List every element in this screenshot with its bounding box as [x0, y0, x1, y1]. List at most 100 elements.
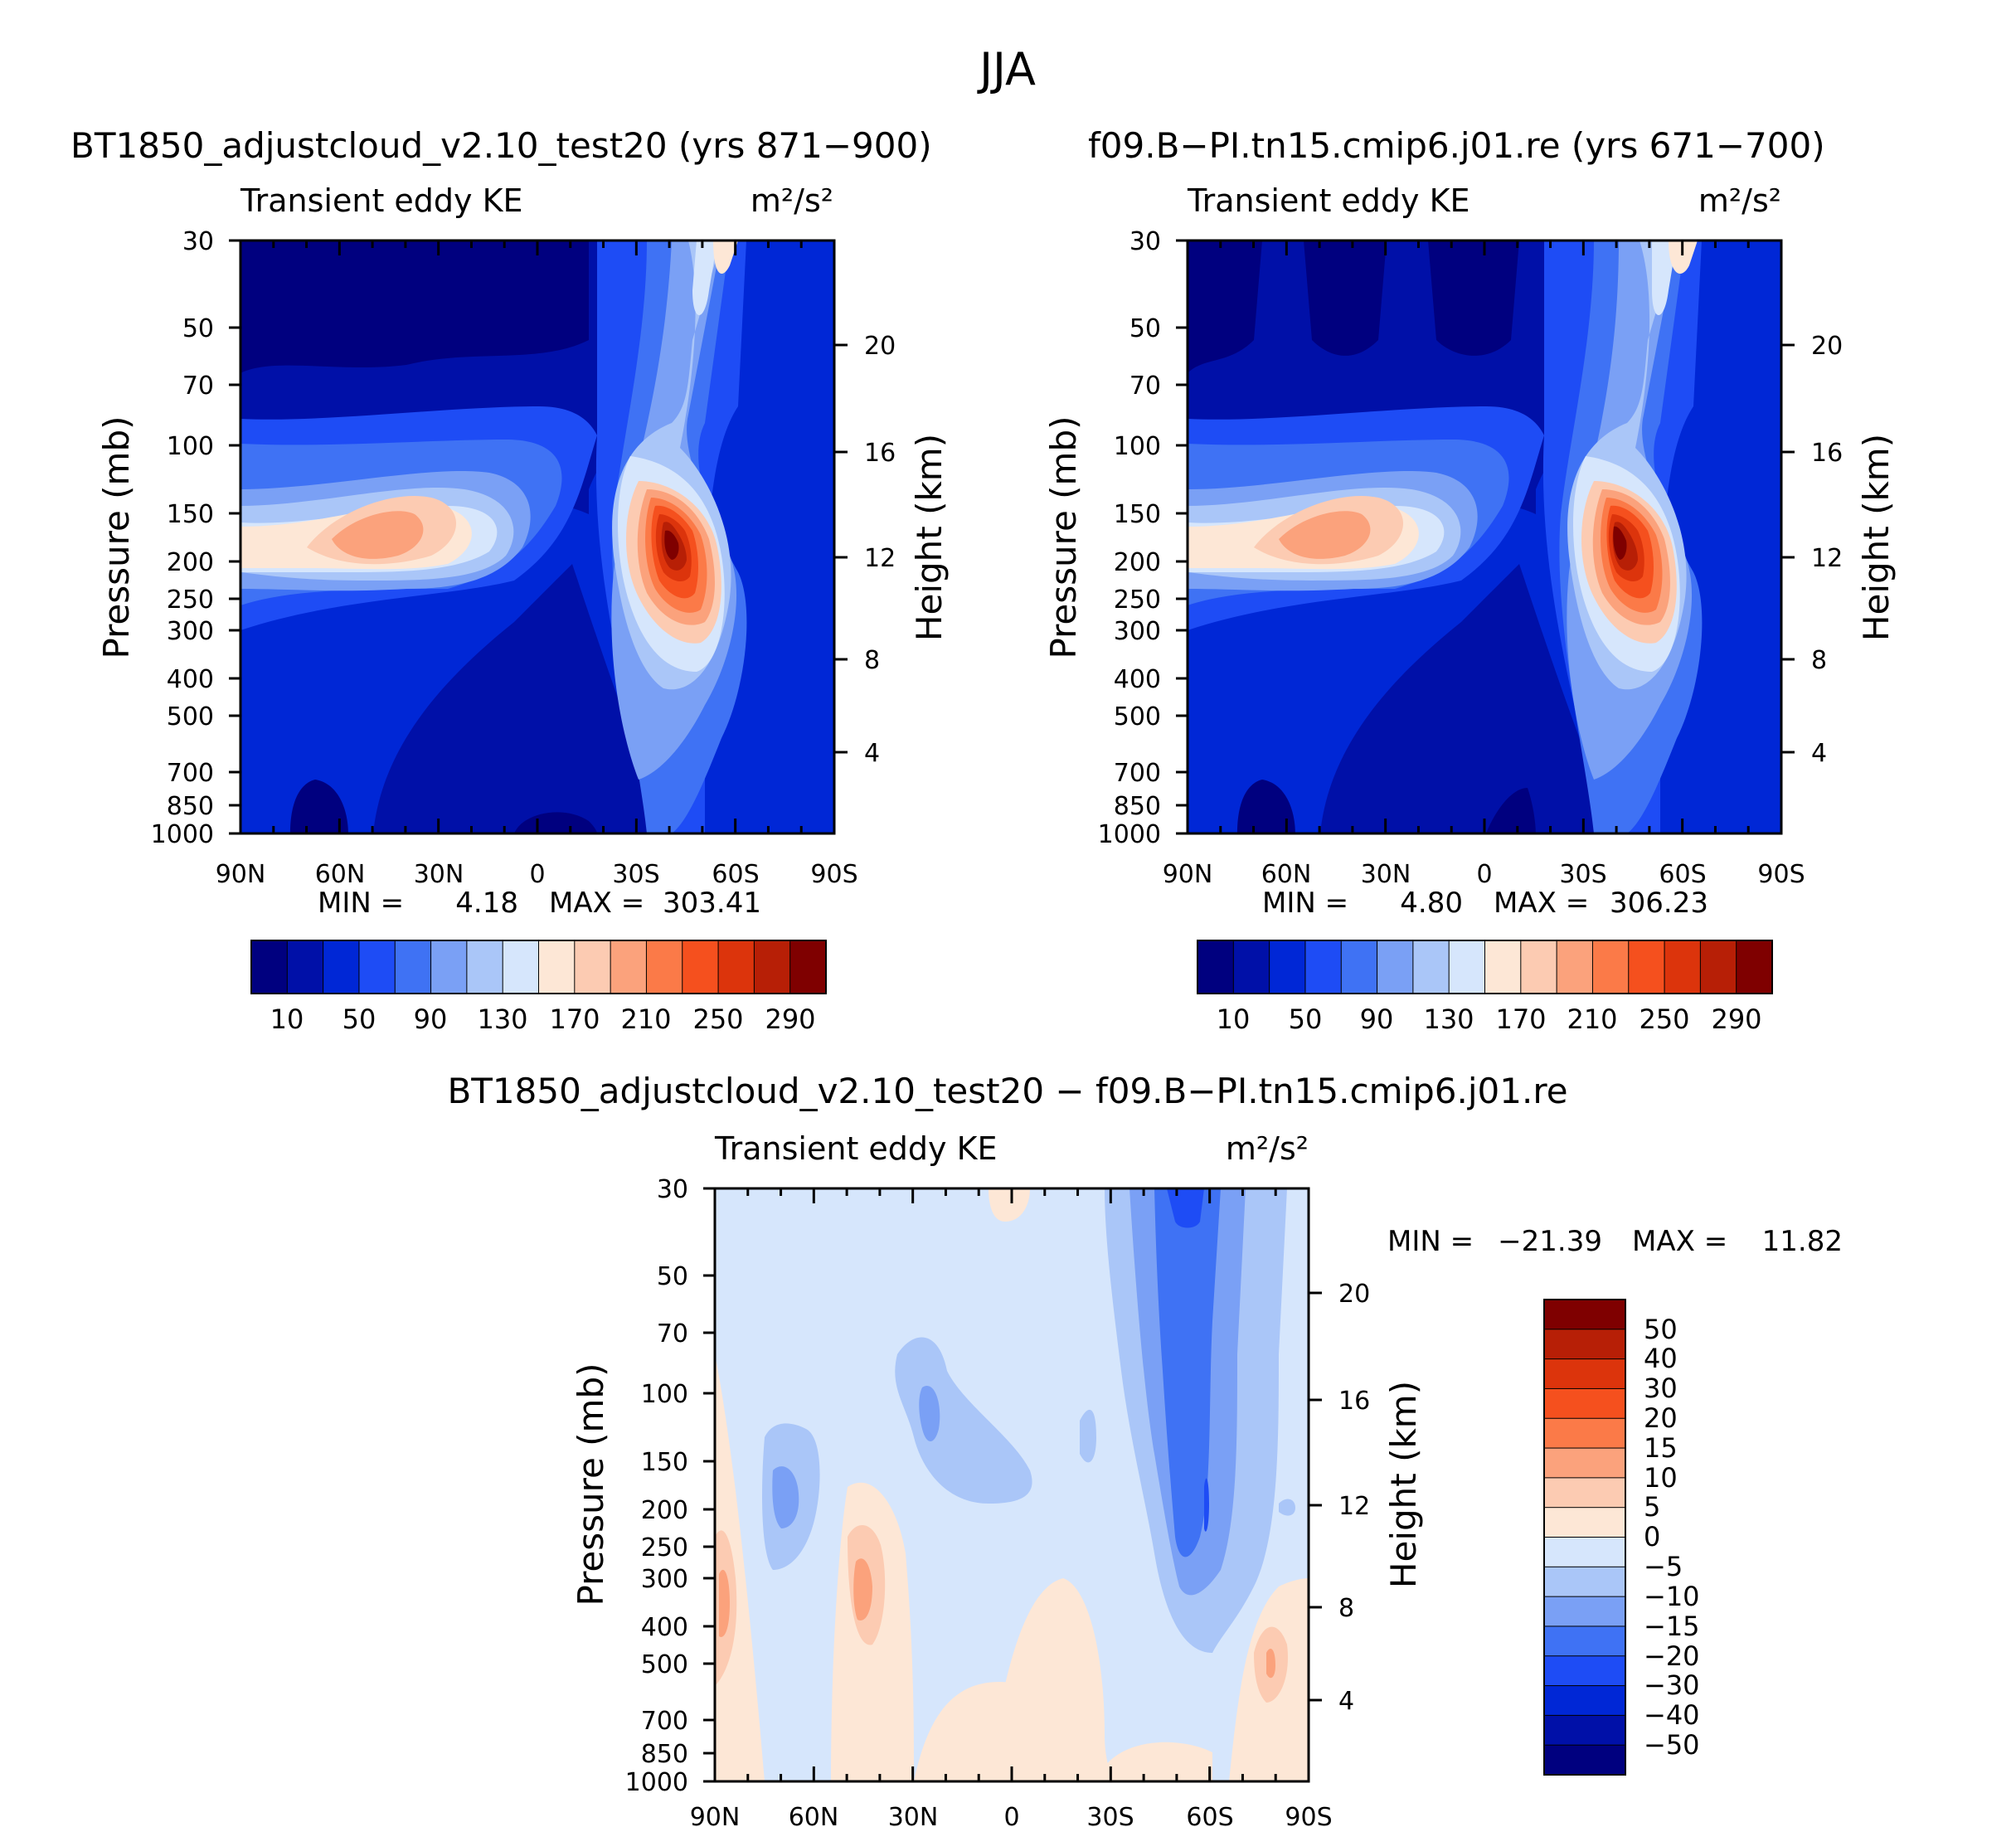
colorbar-swatch — [1543, 1655, 1626, 1687]
colorbar-swatch — [394, 940, 432, 994]
x-tick-label: 90N — [690, 1803, 741, 1827]
colorbar-label: 210 — [620, 1003, 671, 1035]
colorbar-swatch — [250, 940, 289, 994]
contour-level-0 — [240, 241, 589, 373]
max-label: MAX = — [1494, 887, 1589, 920]
colorbar-swatch — [430, 940, 468, 994]
y2-tick-label: 4 — [1338, 1687, 1354, 1716]
x-tick-label: 60N — [315, 860, 366, 889]
panel-right-subtitle: Transient eddy KE — [1187, 182, 1470, 219]
colorbar-swatch — [1448, 940, 1486, 994]
x-tick-label: 60S — [1659, 860, 1706, 889]
y-axis: 30 50 70 100 150 200 250 300 400 500 700… — [571, 1175, 688, 1797]
x-tick-label: 90S — [1285, 1803, 1332, 1827]
colorbar-swatch — [645, 940, 683, 994]
y-tick-label: 50 — [182, 314, 214, 343]
colorbar-swatch — [1543, 1625, 1626, 1657]
panel-diff: BT1850_adjustcloud_v2.10_test20 − f09.B−… — [447, 1071, 1843, 1827]
contour-level-190 — [332, 489, 715, 625]
colorbar-swatch — [1543, 1744, 1626, 1776]
colorbar-label: 10 — [270, 1003, 304, 1035]
colorbar-swatch — [753, 940, 791, 994]
y-tick-label: 1000 — [625, 1768, 688, 1797]
colorbar-swatch — [1197, 940, 1235, 994]
y-tick-label: 70 — [1129, 372, 1161, 401]
x-tick-label: 60N — [789, 1803, 839, 1827]
y2-tick-label: 4 — [1811, 739, 1827, 768]
colorbar-label: −15 — [1644, 1611, 1700, 1642]
y-tick-label: 200 — [641, 1496, 688, 1525]
x-tick-label: 90N — [1163, 860, 1213, 889]
y-tick-label: 30 — [1129, 227, 1161, 256]
panel-left: BT1850_adjustcloud_v2.10_test20 (yrs 871… — [70, 125, 950, 1035]
y-tick-label: 400 — [641, 1613, 688, 1642]
colorbar-swatch — [1543, 1329, 1626, 1360]
colorbar-swatch — [1543, 1358, 1626, 1390]
y2-tick-label: 12 — [864, 544, 896, 573]
contour-level-290 — [1613, 526, 1627, 560]
panel-diff-title: BT1850_adjustcloud_v2.10_test20 − f09.B−… — [447, 1071, 1567, 1111]
colorbar-swatch — [1543, 1507, 1626, 1538]
y2-tick-label: 4 — [864, 739, 880, 768]
y-axis-label: Pressure (mb) — [1043, 415, 1084, 658]
contour-level-0 — [1188, 241, 1519, 373]
colorbar-label: 50 — [342, 1003, 376, 1035]
min-max-readout: MIN = −21.39 MAX = 11.82 — [1387, 1225, 1843, 1258]
x-tick-label: 30S — [612, 860, 659, 889]
colorbar: 10 50 90 130 170 210 250 290 — [250, 940, 827, 1035]
colorbar-swatch — [1304, 940, 1343, 994]
y-tick-label: 200 — [167, 548, 214, 577]
colorbar-swatch — [286, 940, 324, 994]
y-tick-label: 1000 — [151, 820, 214, 849]
x-axis: 90N 60N 30N 0 30S 60S 90S — [1163, 860, 1805, 889]
y2-axis-label: Height (km) — [1383, 1381, 1424, 1588]
colorbar-swatch — [1543, 1566, 1626, 1598]
x-tick-label: 30N — [414, 860, 464, 889]
panel-right-title: f09.B−PI.tn15.cmip6.j01.re (yrs 671−700) — [1088, 125, 1825, 166]
colorbar-label: 250 — [692, 1003, 743, 1035]
colorbar-swatch — [717, 940, 755, 994]
y-tick-label: 700 — [641, 1707, 688, 1736]
y-tick-label: 30 — [182, 227, 214, 256]
colorbar-label: 250 — [1639, 1003, 1689, 1035]
max-value: 11.82 — [1762, 1225, 1843, 1258]
y-tick-label: 100 — [1114, 432, 1161, 461]
y-tick-label: 150 — [167, 500, 214, 529]
x-tick-label: 90S — [810, 860, 857, 889]
contour-level-pos-10 — [719, 1558, 1275, 1679]
contour-level-lowtrop-0 — [290, 780, 597, 833]
y-axis-label: Pressure (mb) — [571, 1363, 611, 1606]
max-value: 306.23 — [1610, 887, 1708, 920]
colorbar-label: 20 — [1644, 1402, 1678, 1434]
min-max-readout: MIN = 4.18 MAX = 303.41 — [318, 887, 761, 920]
axis-ticks — [229, 239, 848, 835]
y-tick-label: 200 — [1114, 548, 1161, 577]
colorbar-label: −10 — [1644, 1581, 1700, 1612]
y-tick-label: 1000 — [1098, 820, 1161, 849]
y-tick-label: 50 — [1129, 314, 1161, 343]
colorbar-label: 130 — [477, 1003, 527, 1035]
colorbar-label: 130 — [1423, 1003, 1474, 1035]
panel-diff-subtitle: Transient eddy KE — [714, 1130, 998, 1167]
colorbar-swatch — [1699, 940, 1737, 994]
colorbar-swatch — [1543, 1596, 1626, 1627]
colorbar-swatch — [1484, 940, 1522, 994]
colorbar-label: 30 — [1644, 1373, 1678, 1404]
colorbar-swatch — [1664, 940, 1702, 994]
colorbar-label: −50 — [1644, 1729, 1700, 1761]
colorbar-swatches — [1543, 1299, 1626, 1776]
colorbar-swatch — [1412, 940, 1450, 994]
y2-tick-label: 12 — [1811, 544, 1843, 573]
contour-level-neg-15 — [1154, 1188, 1221, 1557]
y2-tick-label: 16 — [864, 439, 896, 468]
plot-area — [1186, 239, 1783, 835]
colorbar-swatch — [1377, 940, 1414, 994]
min-value: −21.39 — [1498, 1225, 1602, 1258]
y-tick-label: 30 — [657, 1175, 688, 1204]
y-tick-label: 50 — [657, 1262, 688, 1291]
colorbar-label: 5 — [1644, 1491, 1660, 1523]
colorbar-swatch — [1591, 940, 1630, 994]
colorbar-swatch — [1340, 940, 1378, 994]
colorbar-swatch — [574, 940, 612, 994]
panel-right: f09.B−PI.tn15.cmip6.j01.re (yrs 671−700)… — [1043, 125, 1897, 1035]
